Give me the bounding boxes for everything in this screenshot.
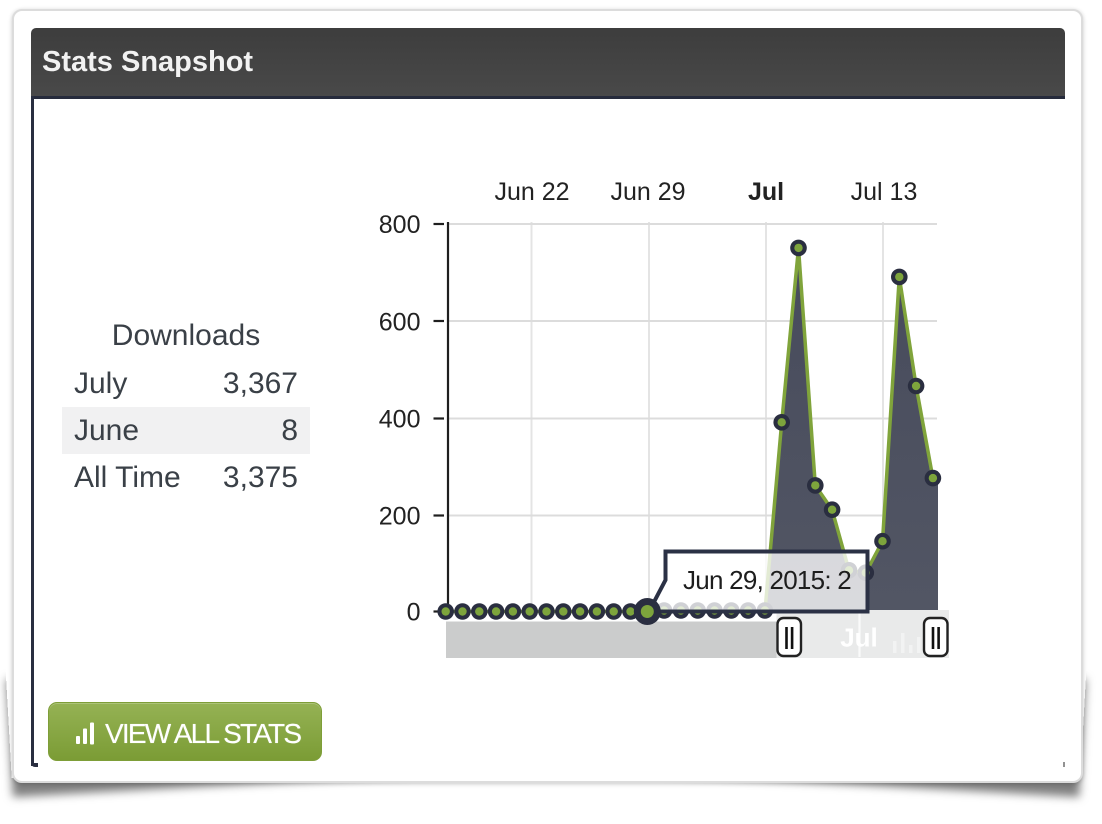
- svg-text:400: 400: [379, 406, 421, 434]
- svg-text:600: 600: [379, 309, 421, 337]
- svg-text:200: 200: [379, 503, 421, 531]
- svg-text:Jun 22: Jun 22: [494, 178, 569, 206]
- svg-text:Jul 13: Jul 13: [851, 178, 918, 206]
- svg-text:Jul: Jul: [840, 623, 878, 653]
- svg-text:0: 0: [407, 599, 421, 627]
- svg-text:Jul: Jul: [748, 178, 784, 206]
- svg-text:Jun 29: Jun 29: [610, 178, 685, 206]
- svg-text:Jun 29, 2015: 2: Jun 29, 2015: 2: [683, 565, 851, 595]
- svg-text:800: 800: [379, 211, 421, 239]
